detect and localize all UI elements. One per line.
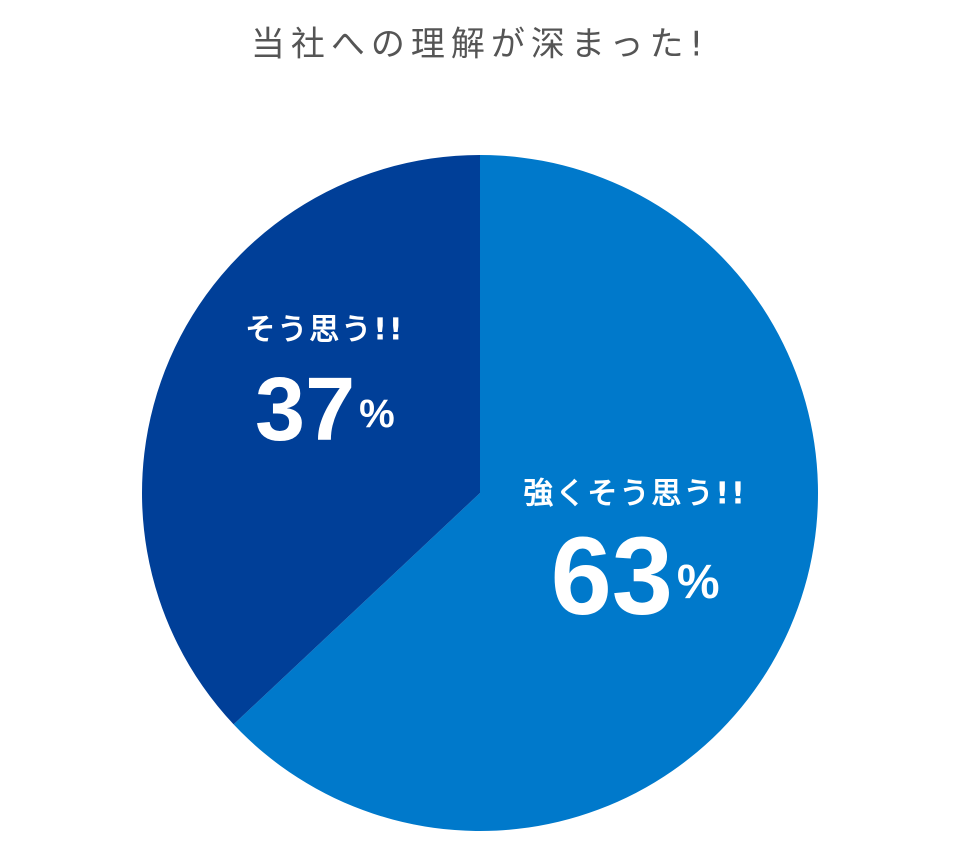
value-unit: % — [359, 391, 395, 435]
value-label: 37% — [255, 360, 395, 460]
slice-label: そう思う!! — [245, 312, 404, 347]
value-number: 63 — [551, 515, 673, 638]
pie-slice — [233, 155, 819, 831]
value-label: 63% — [551, 515, 720, 638]
chart-title: 当社への理解が深まった! — [251, 25, 709, 65]
value-number: 37 — [255, 360, 355, 460]
pie-slice — [142, 155, 481, 725]
slice-label: 強くそう思う!! — [523, 477, 746, 512]
value-unit: % — [677, 556, 720, 609]
